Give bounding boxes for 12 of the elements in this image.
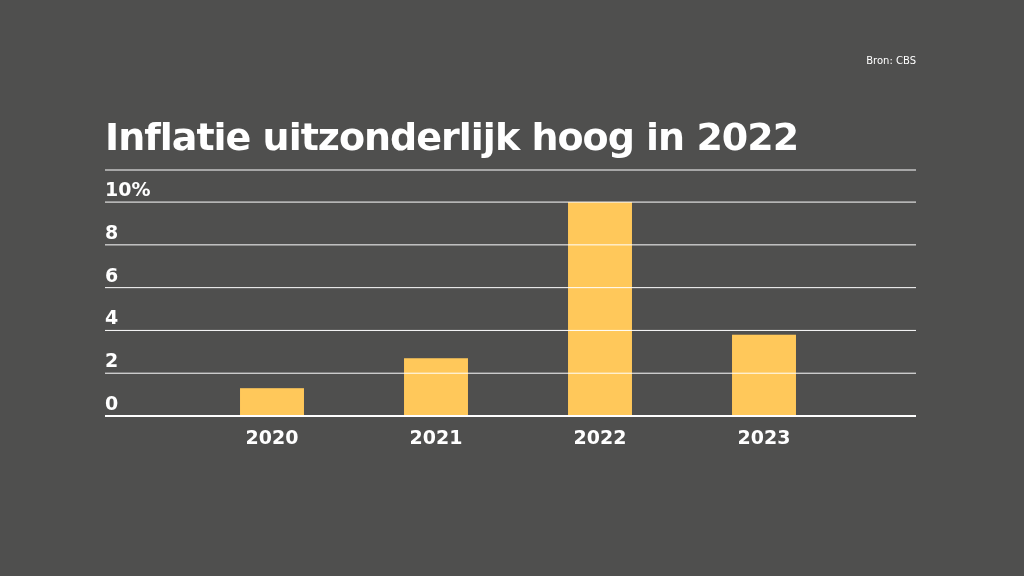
- y-tick-label: 8: [105, 220, 119, 243]
- x-tick-label: 2022: [573, 426, 627, 448]
- text: Bron: CBS: [866, 55, 916, 66]
- x-tick-label: 2021: [409, 426, 463, 448]
- x-tick-label: 2020: [245, 426, 299, 448]
- y-tick-label: 10%: [105, 178, 151, 201]
- chart-title: Inflatie uitzonderlijk hoog in 2022: [105, 115, 799, 159]
- y-tick-label: 0: [105, 392, 119, 414]
- y-tick-label: 4: [105, 306, 119, 329]
- y-tick-label: 2: [105, 349, 119, 372]
- x-tick-label: 2023: [737, 426, 791, 448]
- y-tick-label: 6: [105, 263, 119, 286]
